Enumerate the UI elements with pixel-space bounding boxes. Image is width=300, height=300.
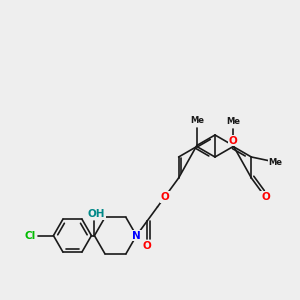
Text: Me: Me	[190, 116, 204, 125]
Text: O: O	[142, 241, 152, 251]
Text: N: N	[132, 231, 141, 241]
Text: Me: Me	[226, 117, 240, 126]
Text: OH: OH	[88, 209, 105, 219]
Text: Me: Me	[269, 158, 283, 166]
Text: O: O	[261, 192, 270, 202]
Text: N: N	[132, 231, 141, 241]
Text: O: O	[229, 136, 238, 146]
Text: Cl: Cl	[24, 231, 35, 241]
Text: O: O	[160, 192, 169, 202]
